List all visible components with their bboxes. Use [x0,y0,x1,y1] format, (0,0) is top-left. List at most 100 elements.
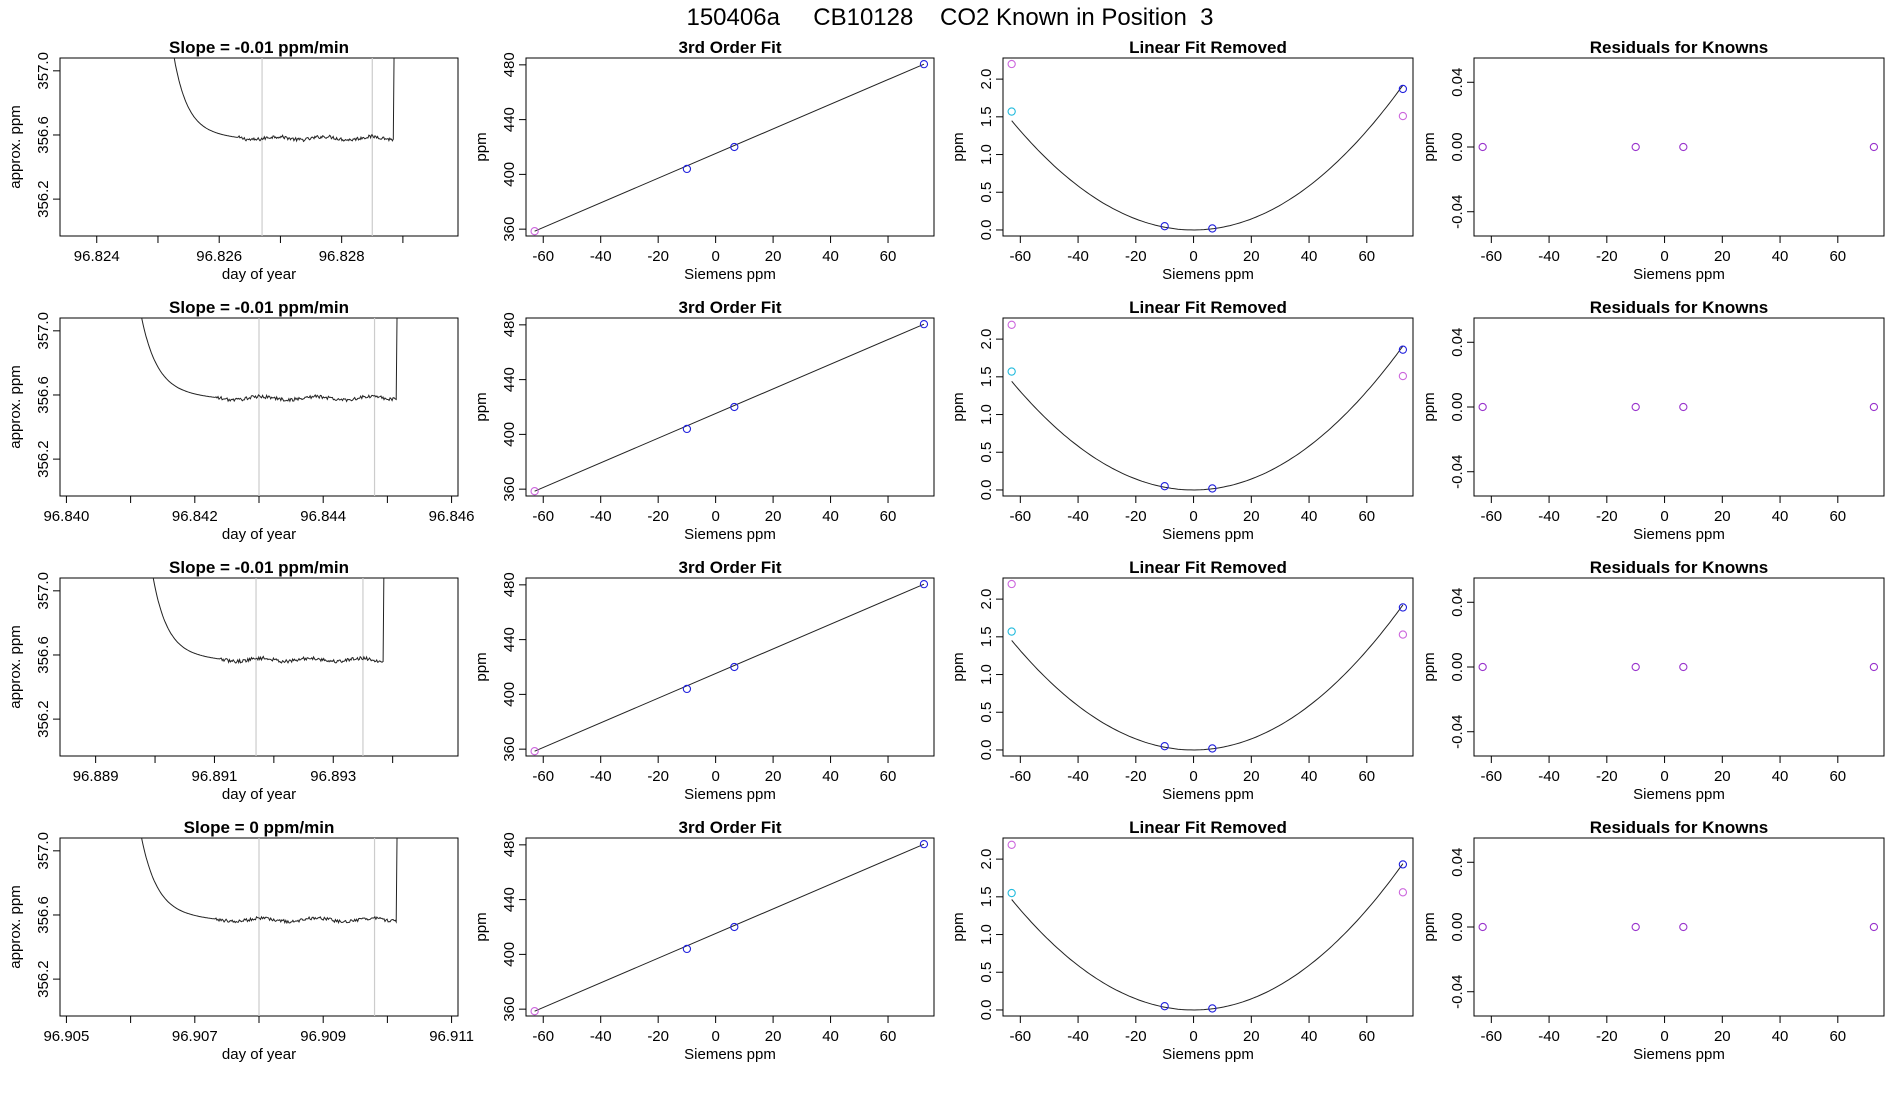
x-axis-label: Siemens ppm [1162,266,1254,283]
x-axis-label: day of year [222,266,296,283]
x-tick-label: 60 [1358,508,1375,525]
data-point [682,944,692,954]
data-point [1679,922,1688,932]
y-tick-label: 356.6 [35,376,52,414]
chart-panel-6: 3rd Order Fit -60 -40 -20 0 20 40 60 360 400 440 48… [473,298,935,543]
fit-curve [1011,345,1404,491]
x-tick-label: -60 [532,248,554,265]
chart-panel-8: Residuals for Knowns -60 -40 -20 0 20 40 60 -0.0… [1421,298,1885,543]
x-tick-label: 40 [822,508,839,525]
data-point [1398,111,1408,121]
page-title: 150406a CB10128 CO2 Known in Position 3 [686,4,1214,31]
x-tick-label: 20 [765,508,782,525]
data-point [1160,1002,1169,1011]
data-point [919,580,929,589]
y-tick-label: 1.5 [978,106,995,127]
x-tick-label: -40 [1067,1028,1089,1045]
fit-curve [1011,863,1404,1011]
y-tick-label: 1.0 [978,924,995,945]
y-tick-label: 357.0 [35,312,52,350]
data-point [1478,662,1487,672]
data-point [919,60,929,69]
y-tick-label: 357.0 [35,832,52,870]
data-point [1631,922,1640,932]
x-tick-label: 0 [1189,248,1197,265]
chart-panel-7: Linear Fit Removed -60 -40 -20 0 20 40 60 0.0 0.5… [950,298,1414,543]
x-tick-label: -20 [647,1028,669,1045]
plot-frame [525,577,935,757]
x-tick-label: 0 [711,248,719,265]
data-point [1398,888,1408,897]
y-tick-label: 1.5 [978,366,995,387]
data-point [1398,371,1408,381]
y-tick-label: 0.04 [1449,848,1466,877]
plot-content [173,58,395,236]
y-tick-label: 356.6 [35,116,52,154]
x-axis-label: Siemens ppm [1633,1046,1725,1063]
data-point [1679,662,1688,672]
plot-content [141,838,398,1016]
data-point [1398,84,1408,94]
x-tick-label: 40 [1301,1028,1318,1045]
y-tick-label: 356.2 [35,440,52,478]
x-tick-label: 60 [880,248,897,265]
plot-content [141,318,398,496]
y-tick-label: 480 [501,312,518,337]
x-tick-label: 96.907 [172,1028,218,1045]
x-tick-label: 60 [880,768,897,785]
x-tick-label: 40 [1301,248,1318,265]
x-tick-label: 20 [765,1028,782,1045]
data-point [730,662,739,672]
x-tick-label: 20 [1243,1028,1260,1045]
x-tick-label: -40 [590,1028,612,1045]
x-axis-label: day of year [222,1046,296,1063]
y-axis-label: approx. ppm [7,365,24,448]
data-point [1869,402,1879,412]
y-tick-label: 480 [501,832,518,857]
data-point [1007,107,1016,116]
x-tick-label: 60 [1829,508,1846,525]
x-tick-label: 96.891 [192,768,238,785]
data-point [1398,345,1408,354]
fit-curve [1011,84,1404,231]
x-axis-label: Siemens ppm [1162,526,1254,543]
data-point [1007,840,1016,849]
fit-line [534,583,925,752]
y-tick-label: 400 [501,682,518,707]
x-tick-label: 96.909 [300,1028,346,1045]
y-axis-label: approx. ppm [7,105,24,188]
plot-frame [1002,317,1414,497]
x-tick-label: 40 [1772,248,1789,265]
chart-panel-3: Linear Fit Removed -60 -40 -20 0 20 40 60 0.0 0.5… [950,38,1414,283]
y-tick-label: 356.6 [35,896,52,934]
y-axis-label: ppm [473,912,490,941]
y-tick-label: 0.04 [1449,68,1466,97]
x-tick-label: 40 [822,768,839,785]
chart-title: Residuals for Knowns [1590,818,1769,837]
data-point [1160,742,1169,751]
x-tick-label: -40 [1538,768,1560,785]
x-tick-label: 0 [1189,1028,1197,1045]
y-axis-label: ppm [950,912,967,941]
y-axis-label: ppm [1421,132,1438,161]
y-tick-label: 0.00 [1449,132,1466,161]
x-tick-label: 20 [1714,768,1731,785]
y-tick-label: 1.0 [978,404,995,425]
plot-content [1011,604,1404,751]
y-tick-label: 440 [501,107,518,132]
chart-title: 3rd Order Fit [679,38,782,57]
chart-panel-15: Linear Fit Removed -60 -40 -20 0 20 40 60 0.0 0.5… [950,818,1414,1063]
chart-panel-13: Slope = 0 ppm/min 96.905 96.907 96.909 96.91… [7,818,474,1063]
x-tick-label: -20 [647,508,669,525]
x-tick-label: -20 [647,768,669,785]
data-point [1631,402,1640,412]
x-axis-label: Siemens ppm [684,1046,776,1063]
chart-panel-16: Residuals for Knowns -60 -40 -20 0 20 40 60 -0.0… [1421,818,1885,1063]
x-axis-label: Siemens ppm [1633,526,1725,543]
x-tick-label: 60 [1829,1028,1846,1045]
chart-panel-4: Residuals for Knowns -60 -40 -20 0 20 40 60 -0.0… [1421,38,1885,283]
x-tick-label: 40 [1301,768,1318,785]
x-tick-label: -40 [1538,1028,1560,1045]
x-tick-label: 0 [1660,508,1668,525]
